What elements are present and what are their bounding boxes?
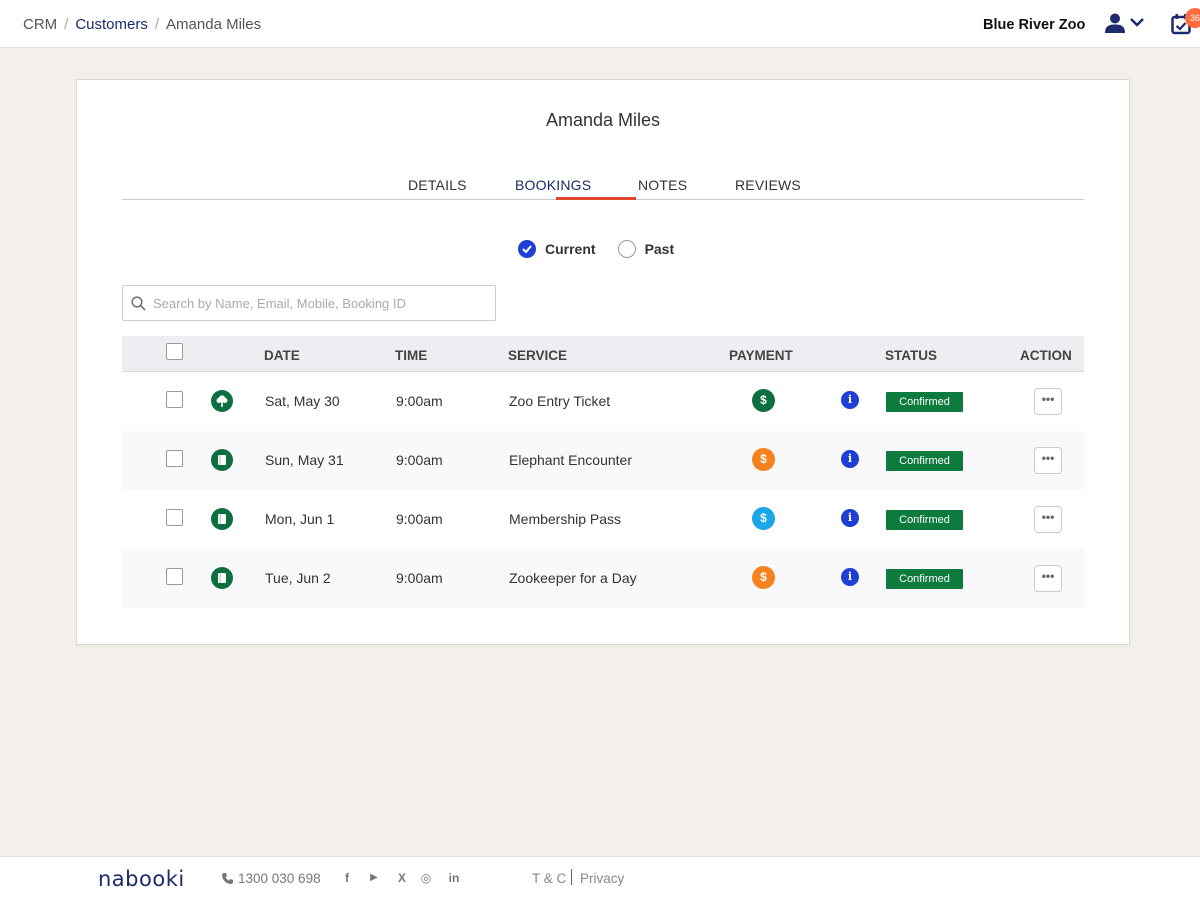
document-icon	[211, 567, 233, 589]
row-service: Elephant Encounter	[509, 452, 632, 468]
col-payment[interactable]: PAYMENT	[729, 348, 793, 363]
radio-current-label[interactable]: Current	[545, 241, 596, 257]
document-icon	[211, 449, 233, 471]
table-row: Sun, May 31 9:00am Elephant Encounter $ …	[122, 431, 1084, 490]
info-icon[interactable]: i	[841, 568, 859, 586]
chevron-down-icon[interactable]	[1129, 15, 1145, 29]
row-action-button[interactable]: •••	[1034, 506, 1062, 533]
bookings-table: DATE TIME SERVICE PAYMENT STATUS ACTION …	[122, 336, 1084, 608]
radio-current[interactable]	[518, 240, 536, 258]
info-icon[interactable]: i	[841, 391, 859, 409]
instagram-icon[interactable]: ◎	[420, 871, 432, 885]
customer-card: Amanda Miles DETAILS BOOKINGS NOTES REVI…	[76, 79, 1130, 645]
linkedin-icon[interactable]: in	[448, 871, 460, 885]
booking-filter: Current Past	[518, 240, 674, 258]
row-service: Zookeeper for a Day	[509, 570, 637, 586]
top-bar: CRM / Customers / Amanda Miles Blue Rive…	[0, 0, 1200, 48]
row-checkbox[interactable]	[166, 568, 183, 585]
page-title: Amanda Miles	[545, 110, 661, 130]
col-status[interactable]: STATUS	[885, 348, 937, 363]
x-icon[interactable]: X	[397, 871, 406, 885]
row-checkbox[interactable]	[166, 509, 183, 526]
row-checkbox[interactable]	[166, 450, 183, 467]
row-time: 9:00am	[396, 570, 443, 586]
col-date[interactable]: DATE	[264, 348, 300, 363]
breadcrumb: CRM / Customers / Amanda Miles	[23, 16, 261, 33]
status-badge: Confirmed	[886, 510, 963, 530]
dollar-icon[interactable]: $	[752, 448, 775, 471]
org-name: Blue River Zoo	[983, 17, 1086, 33]
col-action: ACTION	[1020, 348, 1072, 363]
row-action-button[interactable]: •••	[1034, 388, 1062, 415]
row-date: Sat, May 30	[265, 393, 340, 409]
row-date: Sun, May 31	[265, 452, 344, 468]
radio-past-label[interactable]: Past	[644, 241, 675, 257]
breadcrumb-separator: /	[64, 16, 69, 33]
row-service: Membership Pass	[509, 511, 622, 527]
search-icon	[131, 296, 146, 311]
breadcrumb-crm[interactable]: CRM	[23, 16, 58, 33]
status-badge: Confirmed	[886, 451, 963, 471]
user-icon[interactable]	[1104, 12, 1126, 34]
status-badge: Confirmed	[886, 569, 963, 589]
breadcrumb-customers[interactable]: Customers	[75, 16, 148, 33]
breadcrumb-separator: /	[154, 16, 160, 33]
check-icon	[522, 245, 532, 254]
tab-bookings[interactable]: BOOKINGS	[515, 177, 592, 193]
col-time[interactable]: TIME	[395, 348, 428, 363]
radio-past[interactable]	[617, 240, 636, 258]
notification-badge: 36	[1185, 8, 1200, 28]
dollar-icon[interactable]: $	[752, 507, 775, 530]
footer: nabooki 1300 030 698 f ▶ X ◎ in T & C Pr…	[0, 856, 1200, 900]
tab-reviews[interactable]: REVIEWS	[735, 177, 801, 193]
status-badge: Confirmed	[886, 392, 963, 412]
search-box	[122, 285, 496, 321]
info-icon[interactable]: i	[841, 450, 859, 468]
table-row: Tue, Jun 2 9:00am Zookeeper for a Day $ …	[122, 549, 1084, 608]
tab-bar: DETAILS BOOKINGS NOTES REVIEWS	[122, 172, 1084, 200]
nabooki-logo[interactable]: nabooki	[98, 867, 185, 891]
row-service: Zoo Entry Ticket	[509, 393, 611, 409]
dollar-icon[interactable]: $	[752, 389, 775, 412]
select-all-checkbox[interactable]	[166, 343, 183, 360]
terms-link[interactable]: T & C	[532, 871, 567, 886]
info-icon[interactable]: i	[841, 509, 859, 527]
privacy-link[interactable]: Privacy	[580, 871, 625, 886]
row-action-button[interactable]: •••	[1034, 447, 1062, 474]
col-service[interactable]: SERVICE	[508, 348, 568, 363]
youtube-icon[interactable]: ▶	[370, 872, 378, 883]
phone-icon	[222, 873, 233, 884]
row-time: 9:00am	[396, 452, 443, 468]
row-time: 9:00am	[396, 511, 443, 527]
footer-divider	[571, 869, 572, 885]
row-action-button[interactable]: •••	[1034, 565, 1062, 592]
row-date: Tue, Jun 2	[265, 570, 331, 586]
search-input[interactable]	[153, 286, 483, 320]
tab-details[interactable]: DETAILS	[408, 177, 467, 193]
dollar-icon[interactable]: $	[752, 566, 775, 589]
table-header: DATE TIME SERVICE PAYMENT STATUS ACTION	[122, 336, 1084, 372]
row-date: Mon, Jun 1	[265, 511, 335, 527]
phone-number[interactable]: 1300 030 698	[238, 871, 321, 886]
breadcrumb-current: Amanda Miles	[166, 16, 262, 33]
tab-notes[interactable]: NOTES	[638, 177, 688, 193]
tree-icon	[211, 390, 233, 412]
row-checkbox[interactable]	[166, 391, 183, 408]
facebook-icon[interactable]: f	[345, 871, 349, 885]
table-row: Sat, May 30 9:00am Zoo Entry Ticket $ i …	[122, 372, 1084, 431]
active-tab-indicator	[556, 197, 636, 200]
table-row: Mon, Jun 1 9:00am Membership Pass $ i Co…	[122, 490, 1084, 549]
document-icon	[211, 508, 233, 530]
row-time: 9:00am	[396, 393, 443, 409]
